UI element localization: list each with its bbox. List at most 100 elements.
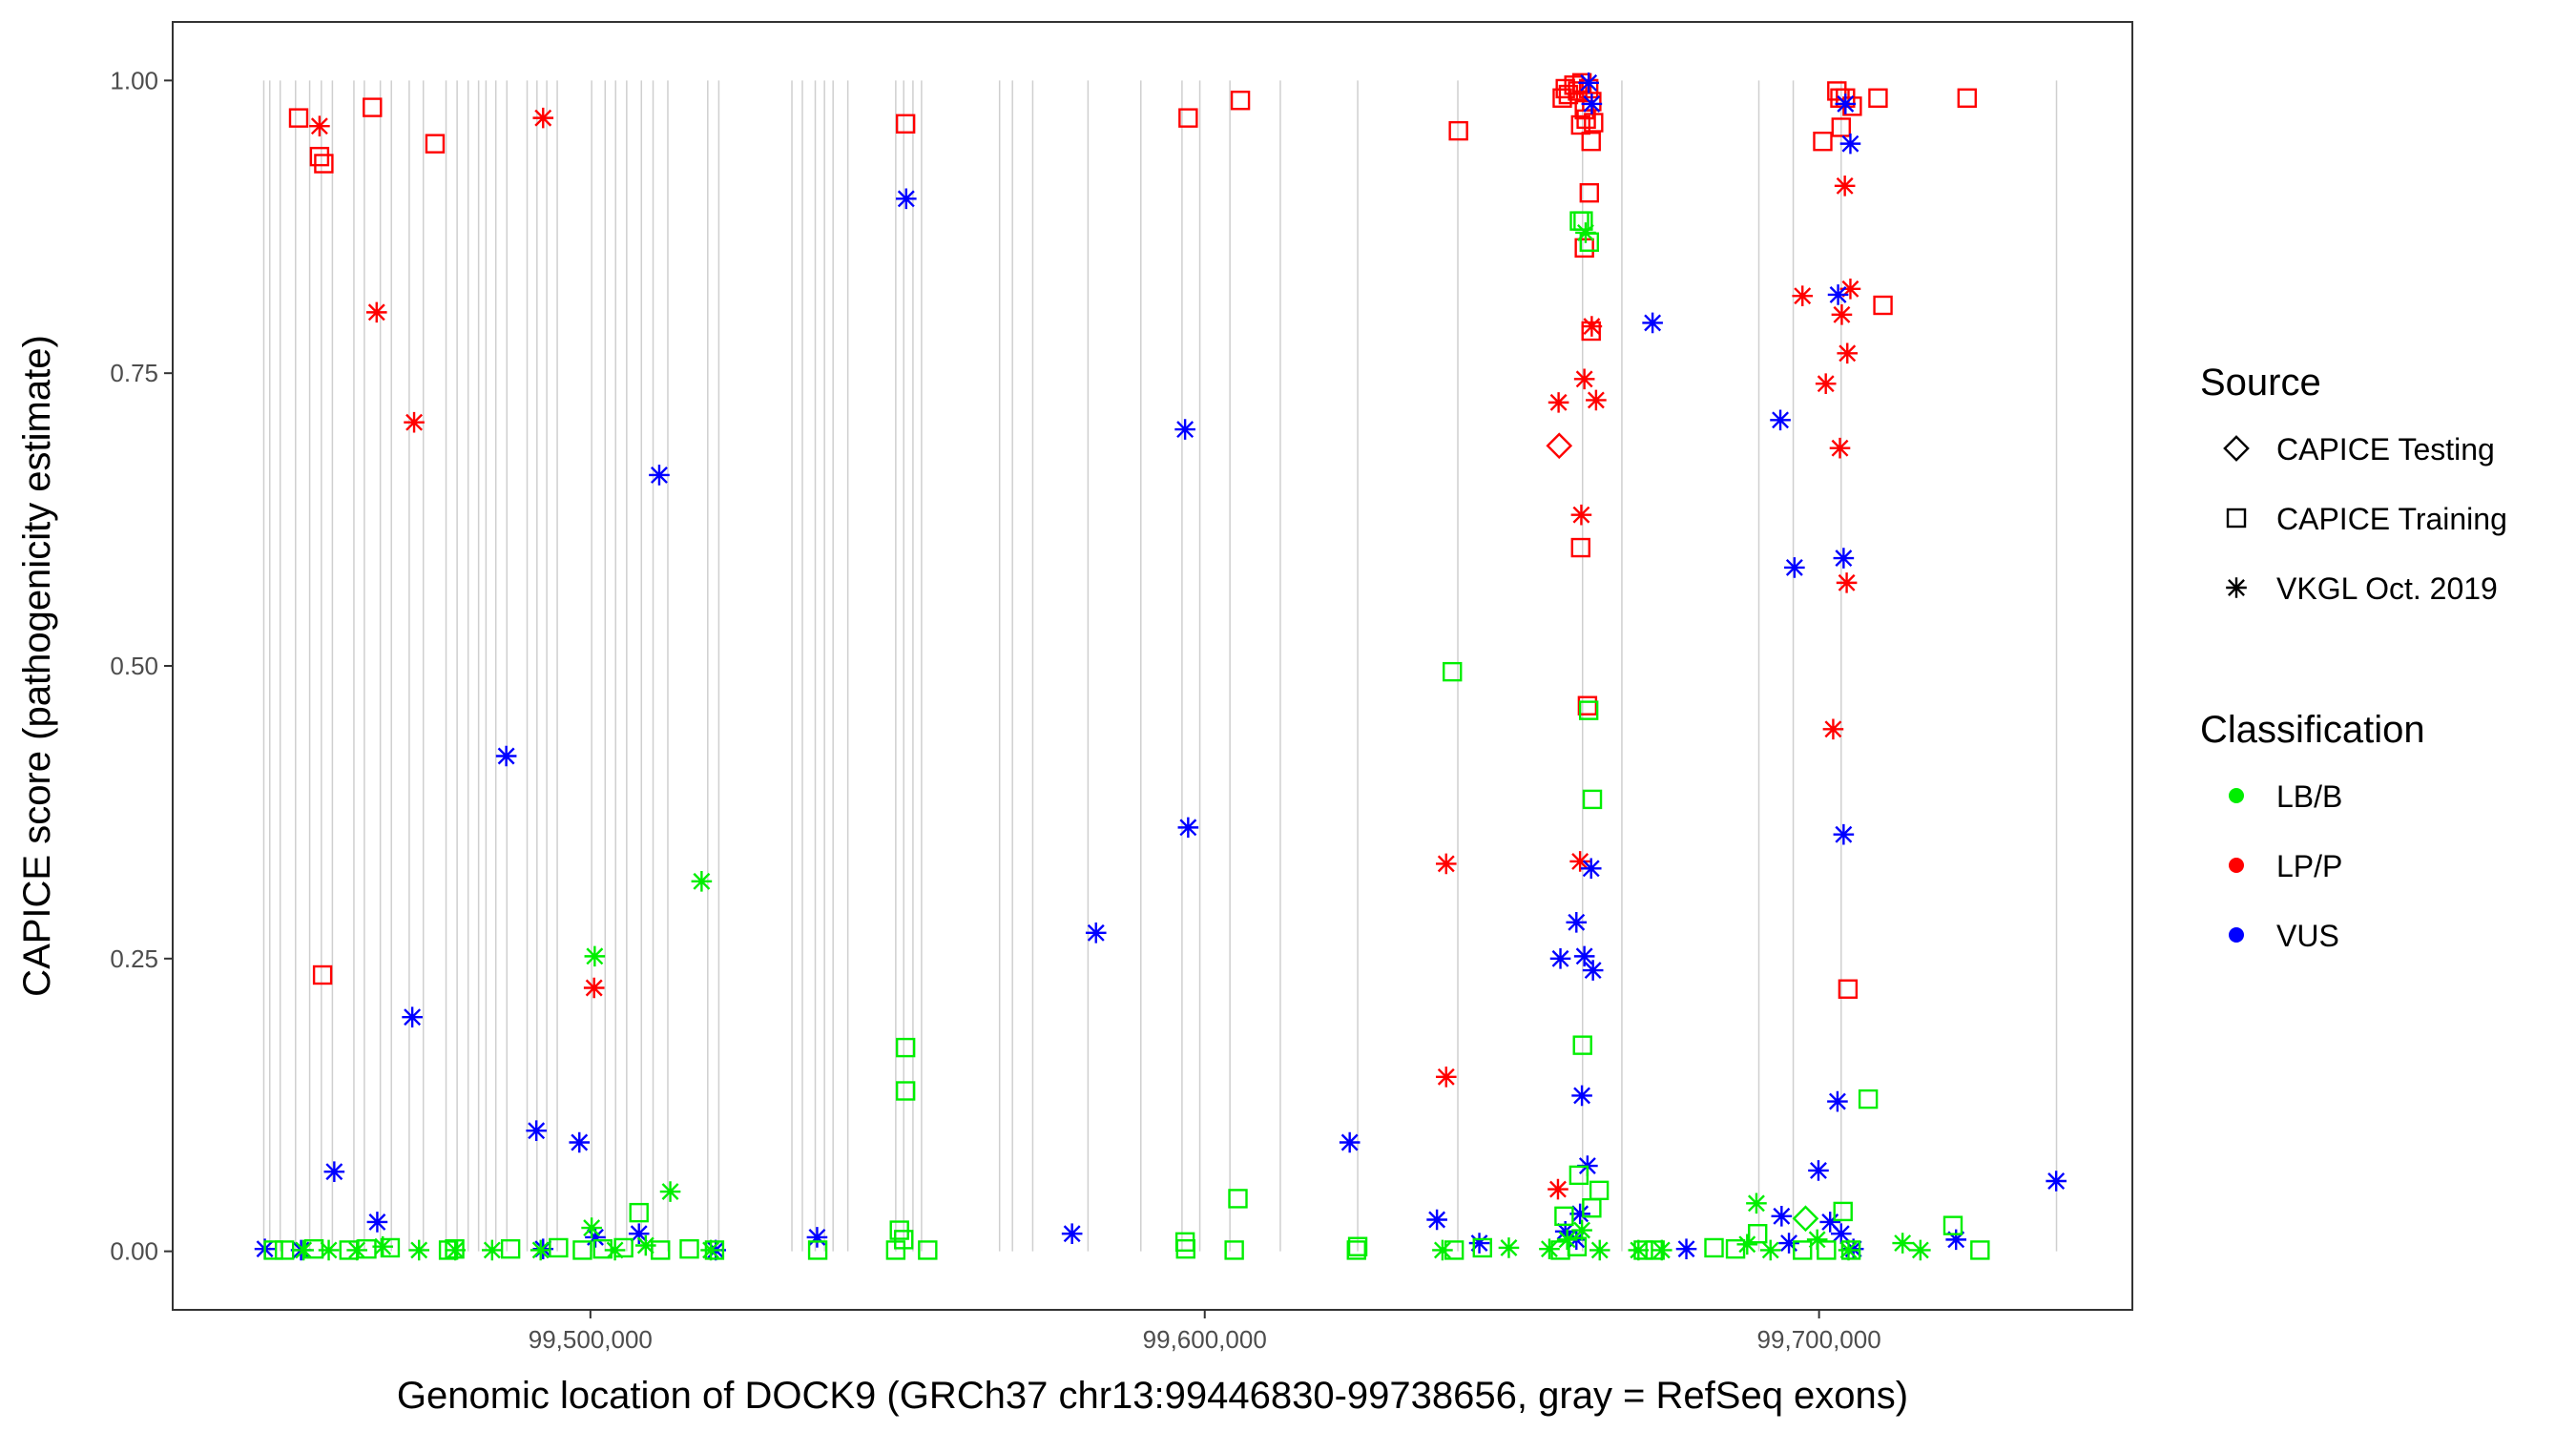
data-point <box>274 1240 295 1260</box>
data-point <box>1651 1239 1672 1261</box>
data-point <box>1945 1229 1966 1251</box>
data-point <box>1572 1035 1592 1055</box>
data-point <box>1833 548 1855 569</box>
data-point <box>581 1217 602 1238</box>
data-point <box>1831 304 1853 325</box>
data-point <box>1827 284 1849 305</box>
data-point <box>1224 1240 1244 1260</box>
legend-label-lb-b: LB/B <box>2276 779 2342 814</box>
data-point <box>1174 1232 1195 1253</box>
data-point <box>1746 1192 1767 1214</box>
data-point <box>592 1238 613 1259</box>
data-point <box>314 154 334 174</box>
legend-label-capice-training: CAPICE Training <box>2276 502 2507 536</box>
data-point <box>572 1240 592 1260</box>
data-point <box>309 146 330 167</box>
data-point <box>1784 557 1805 578</box>
data-point <box>363 97 383 117</box>
data-point <box>1817 1240 1837 1260</box>
data-point <box>1569 851 1590 872</box>
data-point <box>312 964 333 985</box>
data-point <box>1834 176 1856 197</box>
legend-key-square <box>2226 508 2247 529</box>
legend-key-color <box>2229 858 2244 873</box>
data-point <box>1822 718 1844 740</box>
data-point <box>1549 948 1571 969</box>
data-point <box>1539 1238 1560 1259</box>
data-point <box>1347 1236 1368 1256</box>
data-point <box>1836 572 1858 593</box>
data-point <box>1759 1239 1781 1261</box>
data-point <box>1892 1233 1913 1254</box>
x-tick-label: 99,700,000 <box>1757 1325 1881 1354</box>
series-lp-p-capice-testing <box>1546 432 1573 460</box>
data-point <box>1837 342 1859 364</box>
x-tick-label: 99,600,000 <box>1143 1325 1267 1354</box>
data-point <box>1792 1205 1819 1233</box>
data-point <box>526 1120 547 1142</box>
data-point <box>659 1181 681 1202</box>
data-point <box>293 1239 314 1261</box>
data-point <box>1548 1178 1568 1200</box>
data-point <box>1813 131 1833 152</box>
legend-key-color <box>2229 927 2244 943</box>
data-point <box>1346 1240 1366 1260</box>
data-point <box>1770 409 1791 431</box>
data-point <box>1736 1234 1758 1255</box>
data-point <box>628 1223 650 1245</box>
data-point <box>1838 979 1859 999</box>
plot-panel-border <box>172 21 2133 1311</box>
data-point <box>1175 1238 1195 1259</box>
data-point <box>1578 700 1599 720</box>
legend-label-vus: VUS <box>2276 919 2339 953</box>
data-point <box>1568 1165 1589 1186</box>
data-point <box>1566 911 1588 933</box>
data-point <box>1589 1239 1610 1261</box>
data-point <box>1230 91 1251 111</box>
data-point <box>649 465 670 486</box>
data-point <box>1808 1160 1829 1181</box>
legend-key-diamond <box>2223 435 2250 462</box>
data-point <box>1970 1240 1990 1260</box>
legend-label-vkgl: VKGL Oct. 2019 <box>2276 571 2498 606</box>
data-point <box>1468 1233 1490 1254</box>
data-point <box>532 107 554 129</box>
data-point <box>1554 1220 1576 1242</box>
data-point <box>585 1227 606 1248</box>
data-point <box>495 745 517 767</box>
data-point <box>1448 120 1468 141</box>
data-point <box>1554 1206 1574 1227</box>
data-point <box>1567 1236 1588 1256</box>
data-point <box>346 1239 367 1261</box>
data-point <box>1835 93 1857 114</box>
data-point <box>918 1240 938 1260</box>
series-lb-b-vkgl <box>293 222 1931 1261</box>
data-point <box>1443 661 1463 682</box>
data-point <box>1831 1223 1852 1245</box>
series-lb-b-capice-testing <box>1792 1205 1819 1233</box>
data-point <box>1842 1238 1864 1259</box>
data-point <box>1573 368 1595 390</box>
data-point <box>1570 114 1590 135</box>
series-lb-b-capice-training <box>263 211 1990 1260</box>
data-point <box>894 1230 914 1250</box>
data-point <box>1838 1239 1859 1261</box>
data-point <box>1571 1219 1592 1241</box>
data-point <box>1806 1229 1828 1251</box>
data-point <box>700 1239 721 1261</box>
data-point <box>1061 1223 1083 1245</box>
data-point <box>1426 1209 1447 1231</box>
data-point <box>629 1202 649 1223</box>
data-point <box>425 134 446 154</box>
data-point <box>1569 1203 1590 1225</box>
data-point <box>1628 1239 1650 1261</box>
data-point <box>1546 432 1573 460</box>
y-tick-label: 0.50 <box>110 652 158 680</box>
data-point <box>2046 1171 2067 1192</box>
data-point <box>1569 211 1589 231</box>
data-point <box>1174 419 1195 440</box>
legend-label-capice-testing: CAPICE Testing <box>2276 432 2495 467</box>
data-points <box>254 73 2067 1261</box>
data-point <box>651 1240 671 1260</box>
